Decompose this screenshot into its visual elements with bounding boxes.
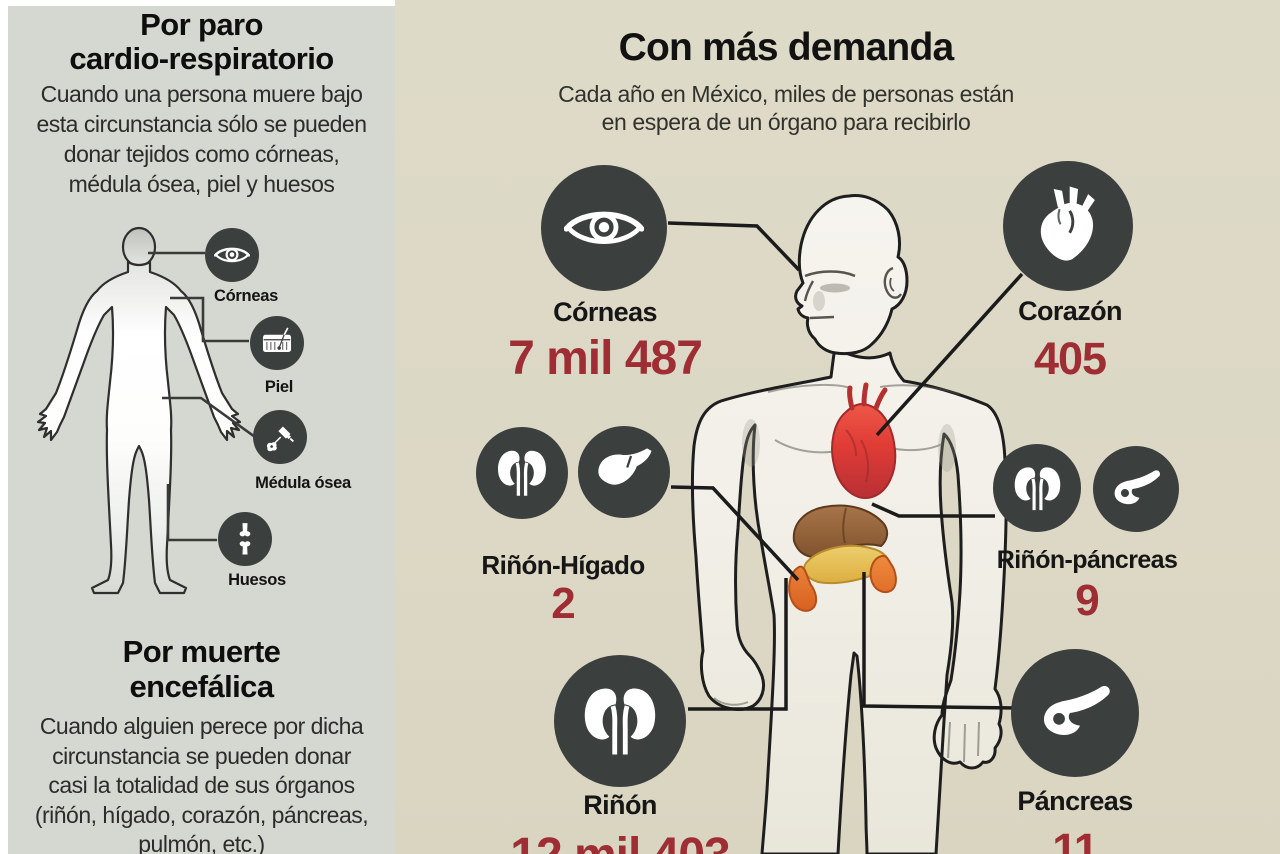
left-callout-lines (148, 251, 256, 542)
callout-line (875, 272, 1024, 437)
body-line: pulmón, etc.) (138, 831, 265, 854)
callout-line (667, 221, 801, 272)
section-body-encefalica: Cuando alguien perece por dicha circunst… (8, 712, 395, 854)
medula-tissue-circle (253, 410, 307, 464)
pancreas-demand-circle (1011, 649, 1139, 777)
title-line: cardio-respiratorio (69, 41, 334, 76)
rinon-pancreas-pancreas-circle (1093, 446, 1179, 532)
body-line: Cuando una persona muere bajo (40, 81, 363, 107)
corneas-demand-circle (541, 165, 667, 291)
organs-overlay (788, 382, 897, 612)
kidney-right-organ (869, 554, 897, 594)
right-callout-lines (667, 221, 1024, 711)
eye-shading (820, 283, 850, 293)
anatomical-heart-icon (1026, 184, 1110, 268)
body-line: médula ósea, piel y huesos (68, 171, 335, 197)
demand-value-corneas: 7 mil 487 (508, 332, 703, 385)
demand-label-corneas: Córneas (553, 297, 657, 327)
pancreas-icon (1033, 671, 1117, 755)
body-line: casi la totalidad de sus órganos (48, 772, 355, 798)
liver-icon (592, 440, 656, 504)
corneas-tissue-circle (205, 228, 259, 282)
bone-marrow-icon (261, 418, 299, 456)
eye-icon (564, 188, 644, 268)
section-title-cardio: Por paro cardio-respiratorio (8, 8, 395, 76)
callout-line (670, 485, 800, 582)
demand-value-rinon-pancreas: 9 (1075, 576, 1100, 625)
donor-body-silhouette (36, 226, 256, 595)
tissue-label-huesos: Huesos (228, 571, 286, 589)
demand-label-pancreas: Páncreas (1017, 786, 1133, 816)
pancreas-icon (1107, 460, 1165, 518)
page-title: Con más demanda (618, 26, 955, 69)
callout-line (862, 572, 1020, 710)
rinon-higado-kidney-circle (476, 427, 568, 519)
title-line: Por muerte (122, 634, 281, 669)
skin-icon (259, 325, 295, 361)
tissue-label-corneas: Córneas (214, 287, 278, 305)
demand-label-rinon-pancreas: Riñón-páncreas (996, 546, 1178, 574)
recipient-body-illustration (667, 194, 1024, 854)
cheek-shading (813, 291, 825, 311)
body-line: Cuando alguien perece por dicha (39, 713, 364, 739)
sketch-detail-lines (803, 266, 903, 320)
kidneys-icon (576, 677, 664, 765)
callout-line (688, 578, 788, 711)
demand-label-rinon-higado: Riñón-Hígado (481, 550, 645, 580)
rinon-demand-circle (554, 655, 686, 787)
section-body-cardio: Cuando una persona muere bajo esta circu… (8, 79, 395, 199)
title-line: encefálica (129, 669, 275, 704)
huesos-tissue-circle (218, 512, 272, 566)
subtitle-line: en espera de un órgano para recibirlo (601, 109, 971, 135)
callout-line (162, 396, 256, 439)
corazon-demand-circle (1003, 161, 1133, 291)
tissue-label-piel: Piel (264, 378, 294, 396)
body-line: circunstancia se pueden donar (52, 742, 351, 769)
piel-tissue-circle (250, 316, 304, 370)
callout-line (170, 296, 249, 343)
callout-line (871, 502, 995, 518)
demand-value-rinon-higado: 2 (551, 579, 576, 628)
demand-value-pancreas: 11 (1052, 824, 1099, 854)
rinon-higado-liver-circle (578, 426, 670, 518)
demand-label-rinon: Riñón (583, 790, 657, 820)
kidneys-icon (1009, 460, 1066, 517)
kidneys-icon (492, 443, 552, 503)
demand-value-rinon: 12 mil 403 (510, 828, 730, 854)
body-line: (riñón, hígado, corazón, páncreas, (34, 801, 369, 828)
page-subtitle: Cada año en México, miles de personas es… (558, 80, 1014, 136)
body-line: esta circunstancia sólo se pueden (36, 111, 368, 137)
demand-value-corazon: 405 (1033, 333, 1107, 384)
bone-icon (227, 521, 263, 557)
demand-label-corazon: Corazón (1018, 296, 1122, 326)
heart-organ (831, 402, 897, 499)
subtitle-line: Cada año en México, miles de personas es… (558, 81, 1014, 107)
section-title-encefalica: Por muerte encefálica (8, 634, 395, 704)
rinon-pancreas-kidney-circle (993, 444, 1081, 532)
tissue-label-medula: Médula ósea (255, 474, 351, 492)
title-line: Por paro (140, 7, 263, 42)
body-line: donar tejidos como córneas, (63, 141, 340, 167)
eye-icon (214, 237, 250, 273)
left-panel-background (8, 6, 395, 854)
callout-line (166, 484, 217, 542)
